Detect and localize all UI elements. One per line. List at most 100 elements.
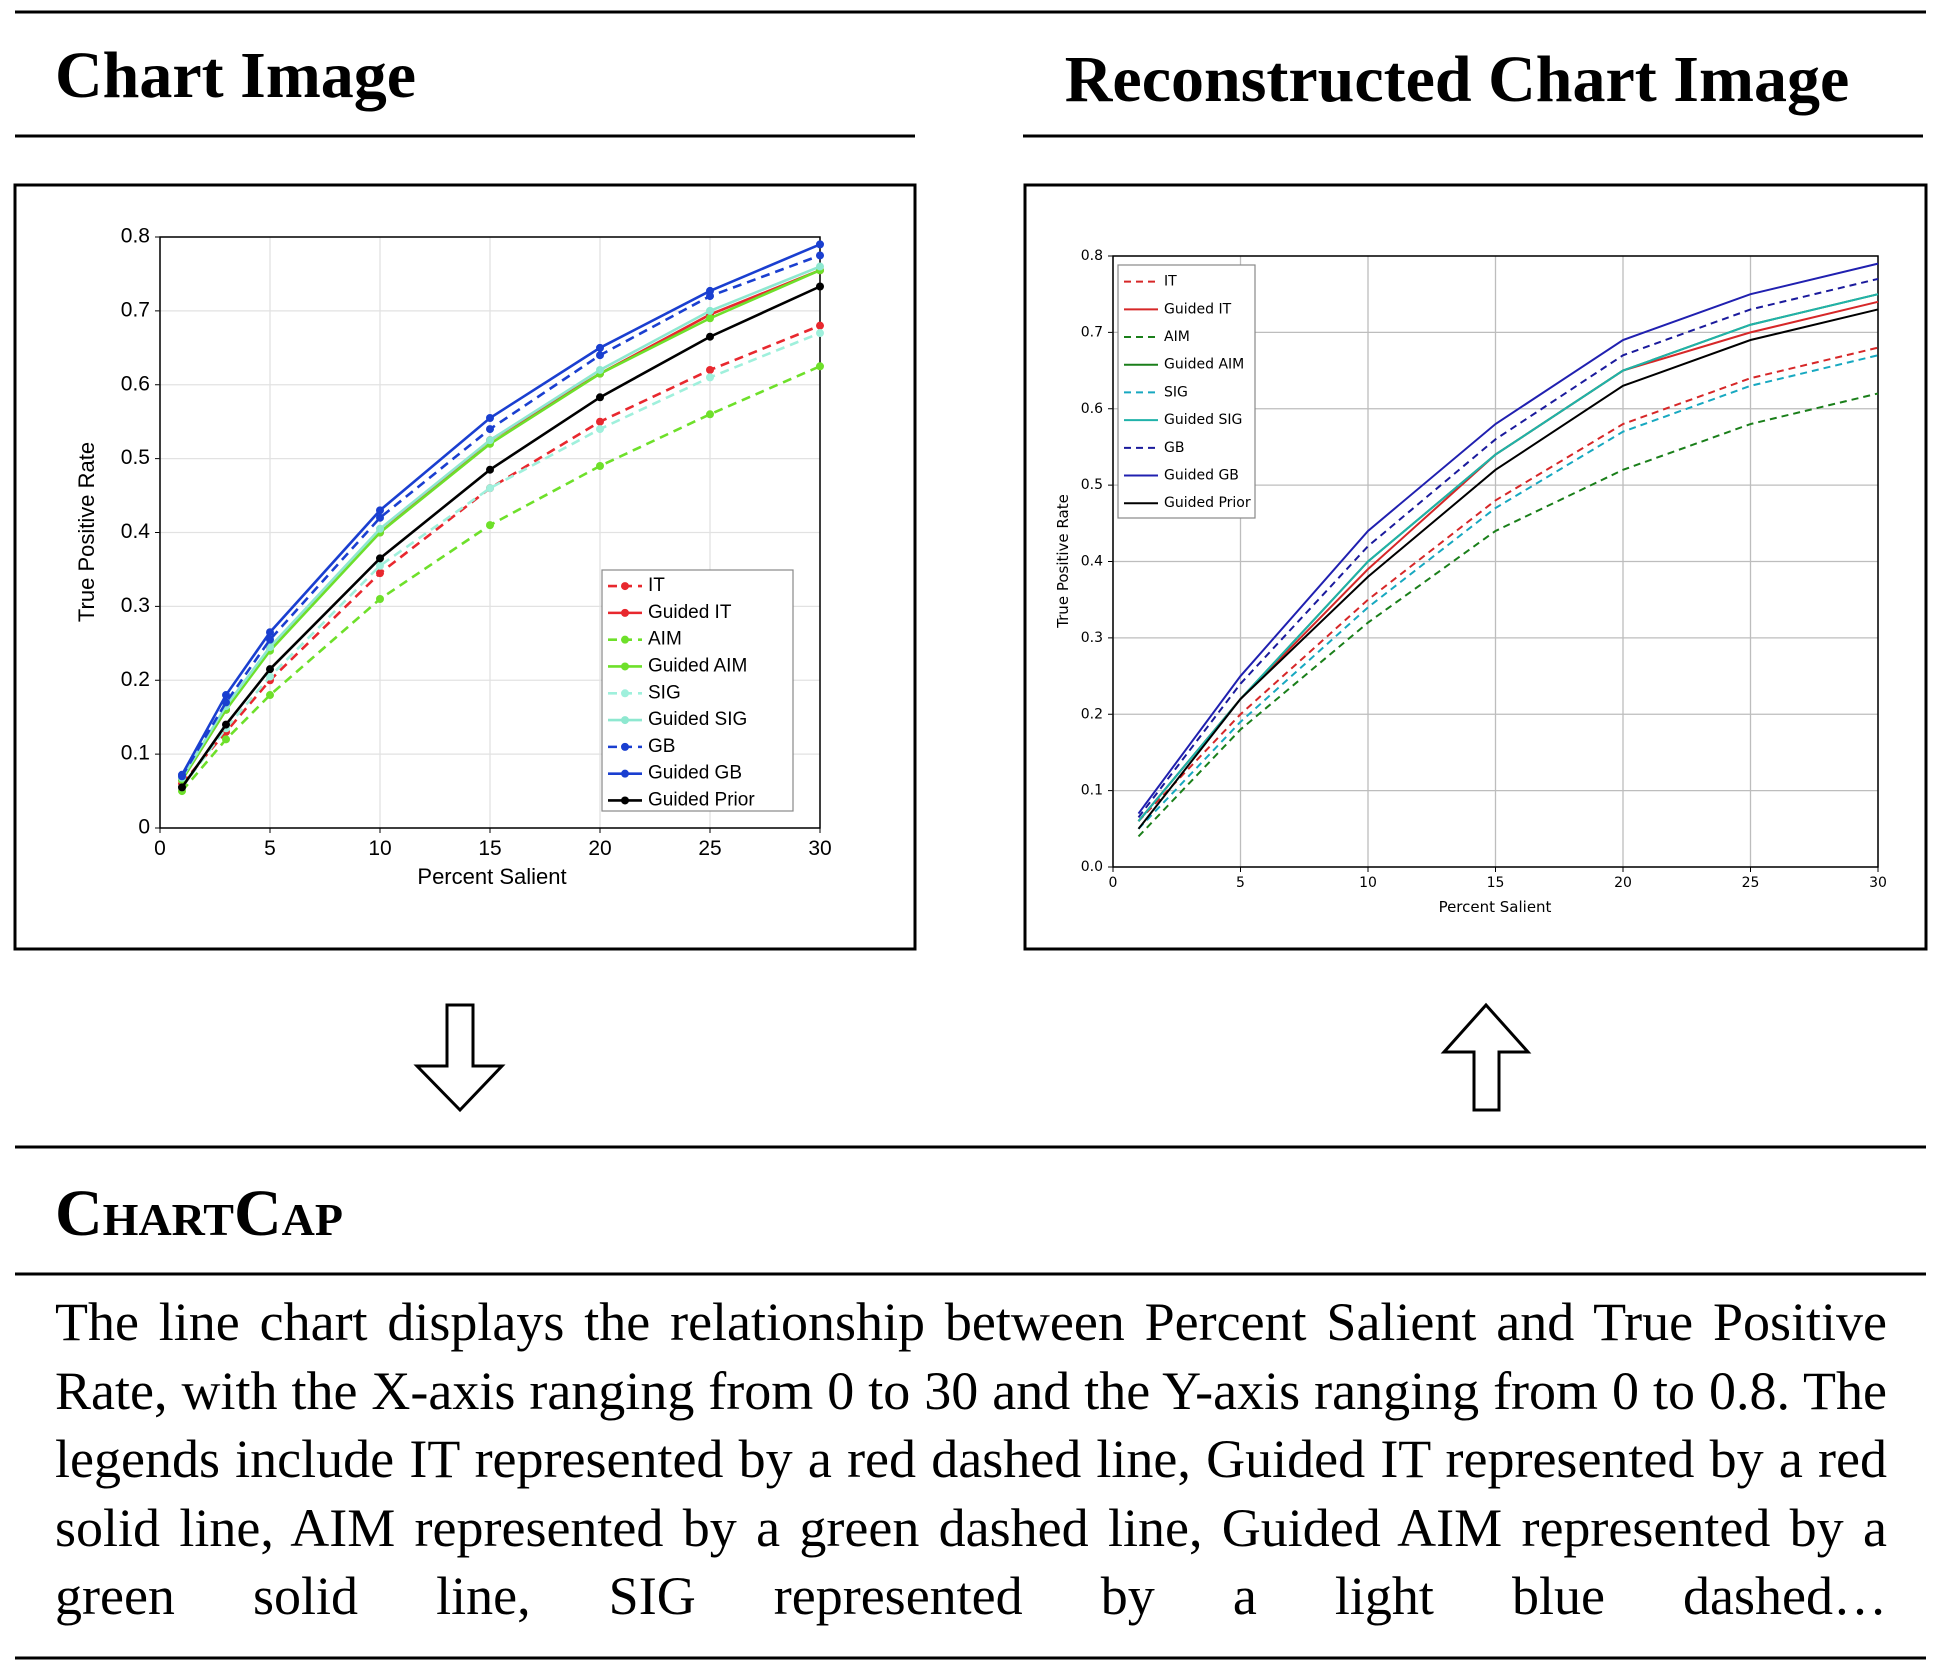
legend-label: Guided GB: [648, 763, 742, 784]
x-tick-label: 25: [698, 837, 721, 860]
y-tick-label: 0.5: [121, 446, 150, 469]
point: [816, 362, 824, 371]
point: [266, 643, 274, 652]
up-arrow: [1440, 1002, 1532, 1112]
series-line: [1137, 392, 1879, 838]
x-tick-label: 20: [588, 837, 611, 860]
legend-label: Guided AIM: [1164, 357, 1244, 373]
y-tick-label: 0.6: [121, 372, 150, 395]
point: [706, 410, 714, 419]
point: [486, 436, 494, 445]
legend-label: IT: [648, 575, 665, 596]
x-tick-label: 30: [808, 837, 831, 860]
point: [816, 321, 824, 330]
legend-marker: [621, 716, 629, 725]
header-right: Reconstructed Chart Image: [1065, 43, 1850, 116]
series-line: [1137, 277, 1879, 818]
point: [486, 425, 494, 434]
point: [178, 770, 186, 779]
plot-frame: [1112, 255, 1879, 868]
point: [816, 240, 824, 249]
legend-label: AIM: [1164, 329, 1190, 345]
y-axis-label: True Positive Rate: [1054, 494, 1072, 629]
series-line: [1137, 262, 1879, 815]
x-tick-label: 5: [264, 837, 276, 860]
x-tick-label: 30: [1869, 875, 1887, 891]
point: [376, 561, 384, 570]
legend-label: Guided AIM: [648, 655, 747, 676]
y-tick-label: 0.6: [1081, 401, 1103, 417]
legend-marker: [621, 582, 629, 591]
y-tick-label: 0.1: [1081, 783, 1103, 799]
down-arrow: [413, 1003, 506, 1113]
point: [596, 351, 604, 360]
point: [816, 329, 824, 338]
x-tick-label: 15: [1487, 875, 1505, 891]
legend-label: GB: [648, 736, 675, 757]
legend-label: Guided GB: [1164, 468, 1239, 484]
point: [486, 413, 494, 422]
point: [376, 524, 384, 533]
legend-label: Guided SIG: [648, 709, 747, 730]
point: [376, 506, 384, 515]
y-tick-label: 0: [138, 816, 150, 839]
point: [816, 251, 824, 260]
y-tick-label: 0.5: [1081, 477, 1103, 493]
y-tick-label: 0.8: [121, 225, 150, 248]
point: [596, 393, 604, 402]
point: [706, 306, 714, 315]
y-tick-label: 0.4: [121, 520, 151, 543]
x-tick-label: 0: [1109, 875, 1118, 891]
series-line: [1137, 346, 1879, 822]
series-line: [180, 265, 821, 779]
point: [816, 282, 824, 291]
point: [596, 343, 604, 352]
series-line: [180, 243, 821, 776]
point: [706, 373, 714, 382]
y-tick-label: 0.3: [121, 594, 150, 617]
point: [596, 365, 604, 374]
y-tick-label: 0.3: [1081, 630, 1103, 646]
y-axis-label: True Positive Rate: [74, 442, 99, 622]
x-tick-label: 10: [368, 837, 391, 860]
x-tick-label: 20: [1614, 875, 1632, 891]
caption-text: The line chart displays the relationship…: [55, 1292, 1887, 1626]
y-tick-label: 0.4: [1081, 554, 1103, 570]
legend-label: SIG: [1164, 384, 1188, 400]
point: [222, 720, 230, 729]
point: [178, 783, 186, 792]
legend-marker: [621, 635, 629, 644]
y-tick-label: 0.2: [1081, 706, 1103, 722]
x-axis-label: Percent Salient: [417, 864, 566, 889]
series-line: [180, 254, 821, 777]
point: [706, 286, 714, 295]
series-line: [180, 285, 821, 789]
series-line: [1137, 354, 1879, 830]
legend-marker: [621, 742, 629, 751]
series-line: [1137, 308, 1879, 830]
point: [486, 484, 494, 493]
point: [706, 332, 714, 341]
legend-label: Guided Prior: [648, 789, 755, 810]
point: [376, 554, 384, 563]
point: [222, 691, 230, 700]
y-tick-label: 0.0: [1081, 859, 1103, 875]
header-left: Chart Image: [55, 39, 416, 112]
x-tick-label: 15: [478, 837, 501, 860]
legend-marker: [621, 608, 629, 617]
x-tick-label: 0: [154, 837, 166, 860]
y-tick-label: 0.8: [1081, 248, 1103, 264]
x-tick-label: 5: [1236, 875, 1245, 891]
point: [596, 425, 604, 434]
point: [266, 691, 274, 700]
y-tick-label: 0.1: [121, 742, 150, 765]
legend-box: [601, 569, 794, 812]
point: [706, 365, 714, 374]
legend-marker: [621, 796, 629, 805]
point: [376, 513, 384, 522]
point: [486, 465, 494, 474]
legend-marker: [621, 689, 629, 698]
point: [266, 635, 274, 644]
legend-label: Guided IT: [648, 602, 732, 623]
